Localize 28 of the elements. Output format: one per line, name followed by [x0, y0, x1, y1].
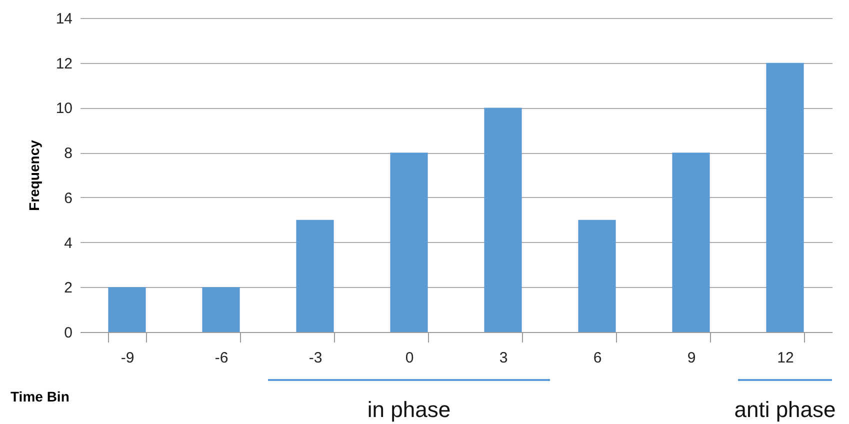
- y-tick-label: 6: [64, 190, 72, 207]
- bar: [390, 152, 428, 332]
- x-tick-label: 3: [499, 350, 508, 366]
- y-tick-label: 12: [56, 55, 72, 72]
- x-tick-label: 6: [593, 350, 602, 366]
- x-tick-label: -9: [120, 350, 134, 366]
- text: anti phase: [734, 397, 836, 422]
- y-tick-label: 0: [64, 324, 72, 342]
- y-tick-label: 10: [56, 100, 72, 118]
- bar: [766, 62, 804, 332]
- y-tick-label: 2: [64, 280, 72, 297]
- bar: [578, 220, 616, 332]
- x-tick-label: -3: [308, 350, 322, 366]
- bar: [672, 152, 710, 332]
- y-tick-label: 8: [64, 145, 72, 162]
- x-tick-label: 0: [405, 350, 414, 366]
- x-tick-label: 9: [687, 350, 696, 366]
- y-tick-label: 4: [64, 234, 72, 252]
- y-axis-title: Frequency: [26, 140, 42, 211]
- y-tick-label: 14: [56, 10, 72, 28]
- x-tick-label: 12: [777, 350, 794, 366]
- bar: [108, 287, 146, 332]
- text: in phase: [367, 397, 451, 422]
- bar: [296, 220, 334, 332]
- bar: [484, 108, 522, 332]
- x-tick-label: -6: [214, 350, 228, 366]
- x-axis-title: Time Bin: [10, 388, 70, 404]
- bar: [202, 287, 240, 332]
